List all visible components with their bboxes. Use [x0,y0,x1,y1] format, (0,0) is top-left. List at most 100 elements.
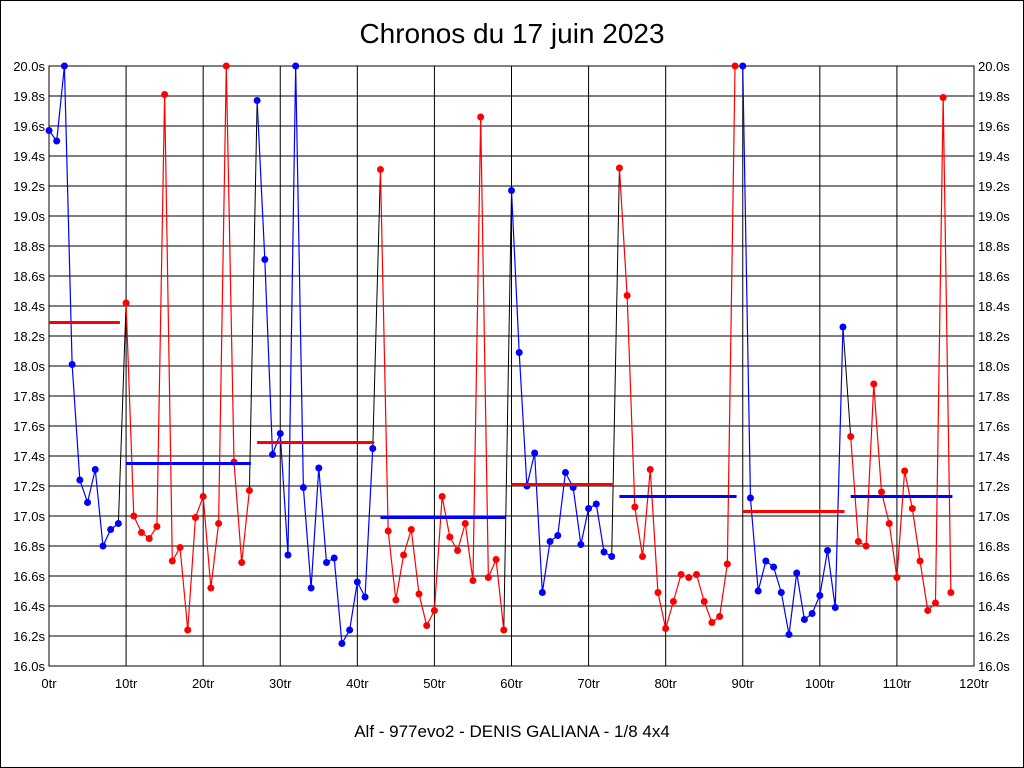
y-tick-label-right: 17.2s [978,479,1010,494]
y-tick-label-left: 17.4s [13,449,45,464]
y-tick-label-right: 18.2s [978,329,1010,344]
data-point [947,589,955,596]
y-tick-label-right: 17.0s [978,509,1010,524]
y-tick-label-left: 20.0s [13,59,45,74]
data-point [430,607,438,614]
data-point [307,584,315,592]
data-point [669,598,677,605]
data-point [276,430,284,437]
data-point [45,127,53,134]
data-point [376,166,384,173]
data-point [939,94,947,101]
data-point [615,164,623,172]
y-tick-label-left: 16.6s [13,569,45,584]
data-point [99,542,107,550]
data-point [238,559,246,566]
data-point [469,577,477,584]
data-point [423,622,431,629]
y-tick-label-left: 16.8s [13,539,45,554]
y-tick-label-left: 19.4s [13,149,45,164]
y-tick-label-right: 19.8s [978,89,1010,104]
y-tick-label-right: 18.4s [978,299,1010,314]
data-point [400,551,408,559]
data-point [777,589,785,596]
data-point [199,493,207,500]
data-point [138,529,145,536]
y-tick-label-right: 20.0s [978,59,1010,74]
y-tick-label-left: 16.0s [13,659,45,674]
data-point [207,584,215,592]
data-point [746,494,754,502]
y-tick-label-right: 17.4s [978,449,1010,464]
y-tick-label-right: 16.8s [978,539,1010,554]
data-point [346,626,354,634]
data-point [646,466,654,473]
data-point [793,569,801,577]
x-tick-label: 60tr [500,676,523,691]
data-point [824,547,832,554]
series-run-1 [45,62,122,550]
data-point [500,626,508,634]
data-point [284,551,292,559]
data-point [538,589,546,596]
data-point [762,557,770,565]
data-point [901,467,909,475]
y-tick-label-left: 18.8s [13,239,45,254]
data-point [76,476,84,484]
y-tick-label-left: 17.6s [13,419,45,434]
y-tick-label-right: 16.6s [978,569,1010,584]
data-point [723,560,731,568]
data-point [770,563,778,571]
series-line [125,65,251,631]
data-point [215,520,223,527]
y-tick-label-right: 19.2s [978,179,1010,194]
y-tick-label-right: 19.0s [978,209,1010,224]
series-run-8 [847,94,955,614]
data-point [330,554,338,562]
run-connector [503,190,512,631]
y-tick-label-right: 19.4s [978,149,1010,164]
data-point [716,613,724,620]
y-tick-label-right: 17.6s [978,419,1010,434]
data-point [700,598,708,605]
data-point [261,256,269,263]
data-point [384,527,392,535]
y-tick-label-right: 18.0s [978,359,1010,374]
data-point [484,574,492,581]
data-point [785,631,793,638]
data-point [623,292,631,299]
y-tick-label-left: 19.6s [13,119,45,134]
data-point [561,469,569,476]
y-tick-label-left: 16.4s [13,599,45,614]
data-point [415,590,423,598]
data-point [854,538,862,545]
data-point [222,62,230,70]
y-tick-label-right: 16.2s [978,629,1010,644]
data-point [477,113,485,121]
data-point [924,607,932,614]
data-point [353,578,361,586]
series-run-5 [508,187,616,596]
data-point [916,557,924,565]
data-point [515,349,523,356]
y-tick-label-left: 17.8s [13,389,45,404]
data-point [608,553,616,560]
data-point [631,503,639,511]
data-point [878,488,885,496]
y-tick-label-left: 18.2s [13,329,45,344]
y-tick-label-left: 18.0s [13,359,45,374]
series-run-4 [376,113,508,634]
y-tick-label-left: 17.0s [13,509,45,524]
data-point [245,487,253,494]
series-run-7 [739,62,847,638]
x-tick-label: 90tr [732,676,755,691]
data-point [847,433,855,440]
series-line [618,65,736,629]
data-point [184,626,192,634]
data-point [831,604,839,611]
data-point [315,464,323,472]
data-point [639,553,647,560]
series-run-3 [253,62,377,647]
data-point [91,466,99,473]
